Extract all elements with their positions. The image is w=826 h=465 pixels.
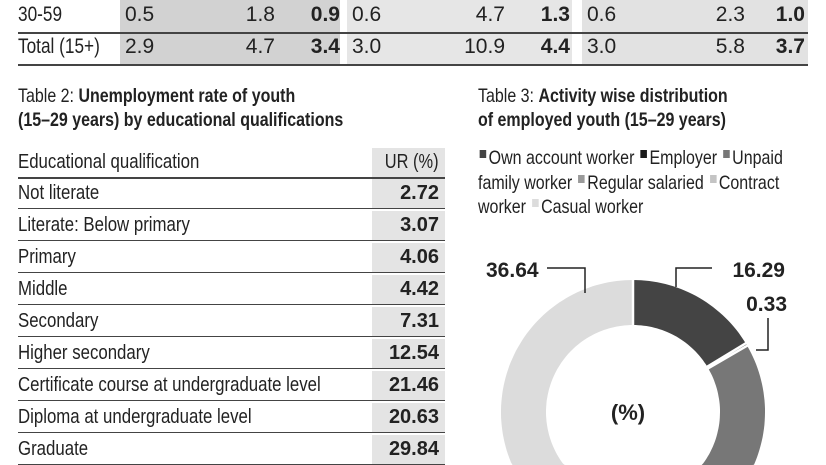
slice-value-label: 36.64 [486,259,539,282]
table1-cell: 0.9 [310,3,340,26]
leader-line [547,267,586,293]
qualification-label: Primary [18,245,76,268]
table3-title: Table 3: Activity wise distribution of e… [478,84,783,132]
slice-casual-worker [501,280,633,465]
table1-cell: 4.7 [475,3,505,26]
qualification-label: Graduate [18,437,89,460]
legend-item: Unpaid family worker [478,147,783,194]
table1-row: Total (15+) 2.9 4.7 3.4 3.0 10.9 4.4 3.0 5.8 3.7 [18,32,808,66]
qualification-label: Diploma at undergraduate level [18,405,252,428]
leader-line [675,267,712,287]
ur-value: 29.84 [388,438,439,460]
table2-row: Higher secondary 12.54 [18,339,445,369]
row-label: Total (15+) [18,35,100,58]
table1-cell: 3.0 [587,35,617,58]
slice-divider [705,341,748,369]
table1-cell: 3.4 [310,35,340,58]
table2-row: Middle 4.42 [18,275,445,305]
header-label: Educational qualification [18,150,200,173]
table1-cell: 0.6 [587,3,617,26]
table3-title-bold-2: of employed youth (15–29 years) [478,109,726,131]
table2-title: Table 2: Unemployment rate of youth (15–… [18,84,415,132]
table1-cell: 1.8 [245,3,275,26]
table1-cell: 3.7 [775,35,805,58]
legend-item: Contract worker [478,172,779,219]
ur-value: 3.07 [400,214,439,236]
legend-item: Regular salaried [577,172,709,194]
qualification-label: Certificate course at undergraduate leve… [18,373,321,396]
table1-row: 30-59 0.5 1.8 0.9 0.6 4.7 1.3 0.6 2.3 1.0 [18,0,808,34]
table1-cell: 4.4 [540,35,570,58]
row-label: 30-59 [18,3,63,26]
qualification-label: Middle [18,277,68,300]
slice-value-label: 0.33 [746,293,787,316]
ur-value: 2.72 [400,182,439,204]
leader-line [756,318,769,351]
table3-title-prefix: Table 3: [478,85,539,107]
table2-title-prefix: Table 2: [18,85,79,107]
table2-row: Secondary 7.31 [18,307,445,337]
legend-swatch-icon [709,174,717,183]
table1-cell: 1.0 [775,3,805,26]
table1-cell: 10.9 [464,35,505,58]
legend-swatch-icon [723,150,730,158]
table2-row: Graduate 29.84 [18,435,445,465]
legend-label: Contract worker [478,171,780,219]
qualification-label: Secondary [18,309,99,332]
legend-item: Own account worker [478,147,639,169]
table2-title-bold: Unemployment rate of youth [78,85,296,107]
ur-value: 4.42 [400,278,439,300]
table1-cell: 2.3 [715,3,745,26]
slice-divider [706,344,749,370]
qualification-label: Higher secondary [18,341,150,364]
center-label: (%) [611,400,645,425]
table1-cell: 4.7 [245,35,275,58]
table3-title-bold: Activity wise distribution [538,85,728,107]
table1-cell: 3.0 [352,35,382,58]
legend-item: Employer [639,147,722,169]
table2-row: Literate: Below primary 3.07 [18,211,445,241]
ur-value: 12.54 [388,342,439,364]
table2-row: Not literate 2.72 [18,179,445,209]
legend-swatch-icon [578,174,585,183]
table1-cell: 0.6 [352,3,382,26]
table1-cell: 2.9 [125,35,155,58]
table1-cell: 0.5 [125,3,155,26]
legend-label: Regular salaried [587,171,704,194]
table2-title-bold-2: (15–29 years) by educational qualificati… [18,109,344,131]
qualification-label: Literate: Below primary [18,213,190,236]
table2-row: Certificate course at undergraduate leve… [18,371,445,401]
header-value: UR (%) [385,151,439,173]
ur-value: 20.63 [388,406,439,428]
legend: Own account worker Employer Unpaid famil… [478,146,798,220]
ur-value: 7.31 [400,310,439,332]
ur-value: 21.46 [388,374,439,396]
legend-label: Own account worker [488,147,635,169]
table2-row: Diploma at undergraduate level 20.63 [18,403,445,433]
slice-value-label: 16.29 [732,259,785,282]
legend-swatch-icon [479,150,487,158]
slice-other-categories [534,345,765,465]
table1-cell: 1.3 [540,3,570,26]
ur-value: 4.06 [400,246,439,268]
legend-label: Casual worker [541,196,644,218]
slice-own-account-worker [633,280,746,367]
legend-label: Unpaid family worker [478,147,783,194]
legend-swatch-icon [640,150,648,158]
qualification-label: Not literate [18,181,100,204]
legend-swatch-icon [532,199,539,207]
table2-header: Educational qualification UR (%) [18,148,445,179]
table2-row: Primary 4.06 [18,243,445,273]
legend-item: Casual worker [530,196,643,218]
legend-label: Employer [649,147,718,169]
table1-cell: 5.8 [715,35,745,58]
